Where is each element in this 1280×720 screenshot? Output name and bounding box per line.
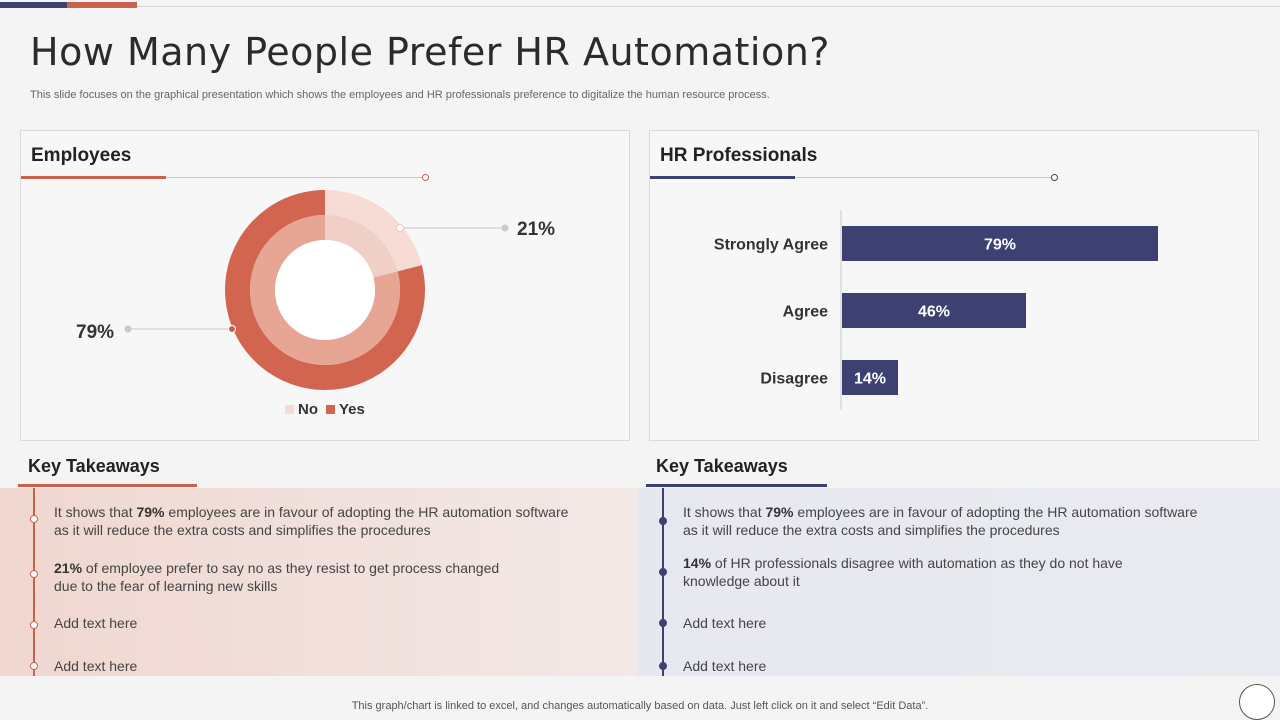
employees-panel: Employees (20, 130, 630, 441)
right-takeaway-3: Add text here (683, 615, 767, 631)
right-takeaways-underline (646, 484, 827, 487)
right-takeaways-title: Key Takeaways (656, 456, 788, 476)
left-takeaway-2: 21% of employee prefer to say no as they… (54, 560, 500, 594)
right-timeline (662, 488, 664, 676)
page-subtitle: This slide focuses on the graphical pres… (30, 89, 770, 101)
left-takeaway-3: Add text here (54, 615, 138, 631)
legend-no: No (285, 401, 318, 418)
hr-underline (650, 174, 1058, 181)
accent-navy (0, 2, 67, 8)
left-takeaways-band (0, 488, 638, 676)
left-bullet-3 (30, 621, 38, 629)
employees-underline (21, 174, 429, 181)
left-bullet-1 (30, 515, 38, 523)
left-timeline (33, 488, 35, 676)
hr-panel: HR Professionals (649, 130, 1259, 441)
left-takeaway-4: Add text here (54, 658, 138, 674)
left-takeaways-underline (18, 484, 197, 487)
left-takeaways-title: Key Takeaways (28, 456, 160, 476)
right-bullet-1 (659, 517, 667, 525)
donut-legend: No Yes (285, 401, 365, 418)
footer-note: This graph/chart is linked to excel, and… (351, 700, 929, 712)
right-bullet-4 (659, 662, 667, 670)
right-bullet-3 (659, 619, 667, 627)
employees-title: Employees (31, 145, 132, 166)
top-accent-bar (0, 0, 1280, 8)
corner-circle-icon (1239, 684, 1275, 720)
right-bullet-2 (659, 568, 667, 576)
page-title: How Many People Prefer HR Automation? (30, 30, 830, 74)
left-bullet-4 (30, 662, 38, 670)
legend-yes-label: Yes (339, 401, 365, 418)
right-takeaways-band (638, 488, 1280, 676)
accent-terracotta (67, 2, 137, 8)
left-takeaway-1: It shows that 79% employees are in favou… (54, 504, 569, 538)
right-takeaway-4: Add text here (683, 658, 767, 674)
left-bullet-2 (30, 570, 38, 578)
right-takeaway-1: It shows that 79% employees are in favou… (683, 504, 1198, 538)
accent-line (137, 6, 1280, 7)
legend-no-label: No (298, 401, 318, 418)
legend-yes: Yes (326, 401, 365, 418)
right-takeaway-2: 14% of HR professionals disagree with au… (683, 555, 1123, 589)
hr-title: HR Professionals (660, 145, 818, 166)
